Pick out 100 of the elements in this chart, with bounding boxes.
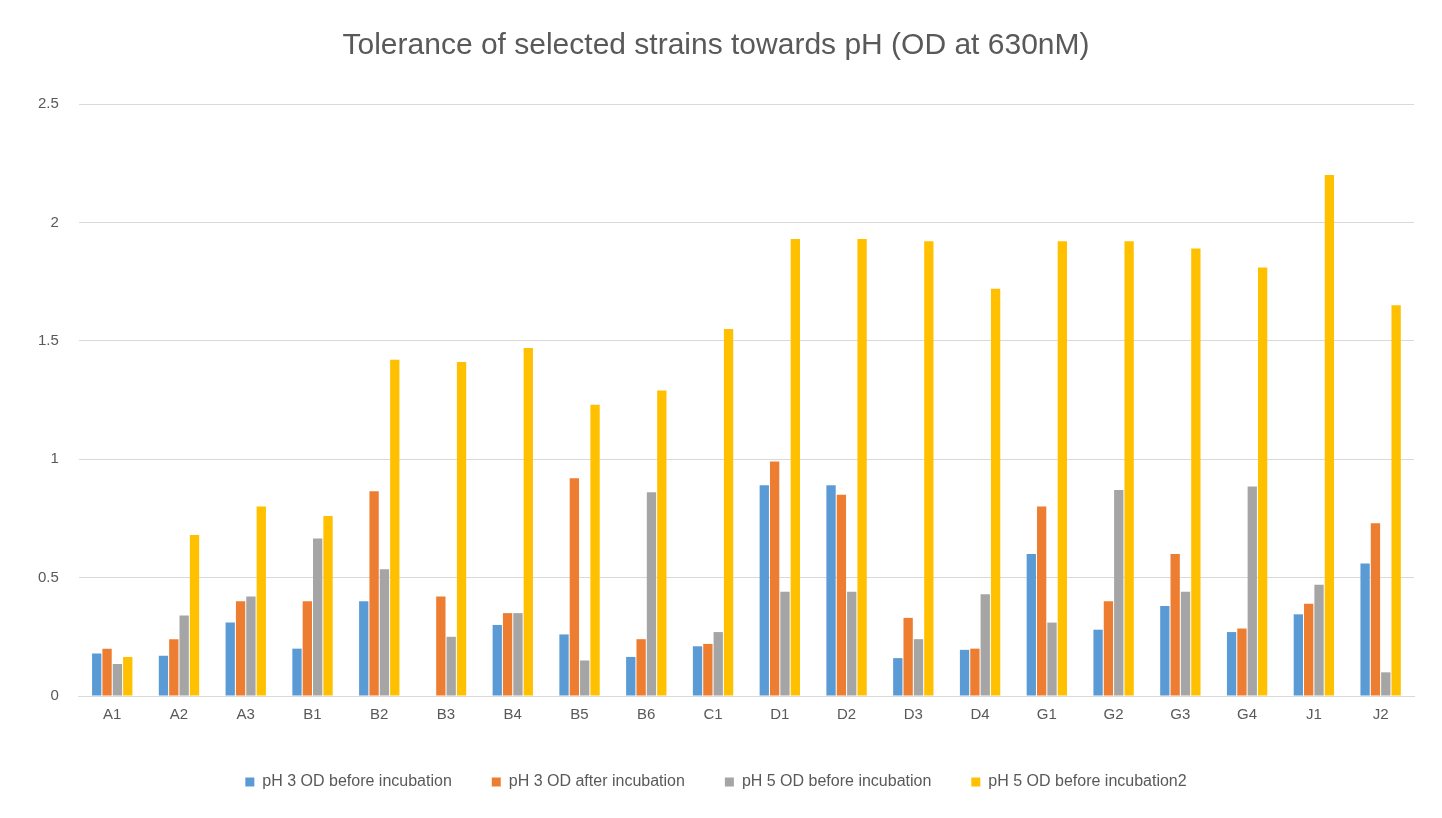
bar xyxy=(235,601,246,696)
bar xyxy=(112,664,123,696)
x-tick-label: A2 xyxy=(169,705,189,723)
x-tick-label: G1 xyxy=(1036,705,1057,723)
bar xyxy=(769,461,780,696)
bar xyxy=(390,359,400,696)
x-tick-label: G3 xyxy=(1170,705,1191,723)
bar xyxy=(513,613,523,696)
x-tick-label: A3 xyxy=(236,705,255,723)
bar xyxy=(502,613,513,696)
bar xyxy=(780,591,790,696)
x-tick-label: G4 xyxy=(1237,705,1258,723)
x-tick-label: B6 xyxy=(637,705,656,723)
bar xyxy=(1237,628,1247,696)
bar xyxy=(1037,506,1047,696)
bar xyxy=(657,390,667,696)
bar xyxy=(703,643,713,696)
bar xyxy=(790,238,800,696)
bar xyxy=(1057,241,1068,696)
bar xyxy=(913,639,924,696)
bar xyxy=(847,591,857,696)
bar xyxy=(1324,175,1335,696)
bar xyxy=(1360,563,1370,696)
bar xyxy=(626,656,636,696)
x-tick-label: G2 xyxy=(1103,705,1124,723)
bar xyxy=(980,594,990,696)
bar xyxy=(1247,486,1257,696)
bar xyxy=(1314,584,1324,696)
x-tick-label: J2 xyxy=(1372,705,1389,723)
y-tick-label: 0.5 xyxy=(37,567,59,585)
bar xyxy=(580,660,590,696)
bar xyxy=(1103,601,1114,696)
x-tick-label: D4 xyxy=(970,705,990,723)
x-tick-label: B2 xyxy=(370,705,389,723)
bar xyxy=(713,632,723,696)
bar xyxy=(1370,523,1381,696)
bar xyxy=(1293,614,1303,696)
y-tick-label: 1 xyxy=(50,449,59,467)
bar xyxy=(836,494,847,696)
y-tick-label: 0 xyxy=(50,686,59,704)
bar xyxy=(857,238,867,696)
x-tick-label: D2 xyxy=(836,705,857,723)
bar xyxy=(636,639,646,696)
legend-label: pH 5 OD before incubation xyxy=(741,772,932,790)
bar xyxy=(959,649,970,696)
bar xyxy=(990,288,1001,696)
bar xyxy=(169,639,179,696)
bar xyxy=(446,636,456,696)
x-tick-label: C1 xyxy=(703,705,723,723)
bar xyxy=(903,617,913,696)
y-tick-label: 1.5 xyxy=(37,330,59,348)
bar xyxy=(1160,606,1170,696)
chart-title: Tolerance of selected strains towards pH (OD at 630nM) xyxy=(342,27,1090,61)
legend-label: pH 3 OD after incubation xyxy=(508,772,685,790)
bar xyxy=(256,506,266,696)
legend-label: pH 3 OD before incubation xyxy=(262,772,452,790)
x-tick-label: B1 xyxy=(303,705,322,723)
bar xyxy=(1026,553,1036,696)
bar xyxy=(759,485,769,696)
y-tick-label: 2.5 xyxy=(37,94,59,112)
x-tick-label: J1 xyxy=(1305,705,1322,723)
bar xyxy=(646,492,657,696)
bar xyxy=(369,491,379,696)
x-tick-label: D3 xyxy=(903,705,923,723)
x-tick-label: B3 xyxy=(436,705,456,723)
bar xyxy=(1191,248,1201,696)
bar xyxy=(590,404,600,696)
bar xyxy=(569,478,580,696)
bar xyxy=(1180,591,1191,696)
bar xyxy=(1124,241,1134,696)
x-tick-label: B5 xyxy=(570,705,589,723)
bar xyxy=(826,485,836,696)
bar xyxy=(302,601,312,696)
bar xyxy=(559,634,569,696)
x-tick-label: D1 xyxy=(770,705,790,723)
bar xyxy=(1114,489,1124,696)
bar xyxy=(313,538,323,696)
bar xyxy=(492,624,502,696)
bar xyxy=(179,615,189,696)
bar xyxy=(523,347,533,696)
bar xyxy=(924,241,934,696)
bar xyxy=(1257,267,1268,696)
bar xyxy=(292,648,302,696)
bar xyxy=(246,596,256,696)
bar xyxy=(456,362,467,696)
bar xyxy=(436,596,446,696)
bar xyxy=(1093,629,1103,696)
bar xyxy=(102,648,112,696)
legend-label: pH 5 OD before incubation2 xyxy=(988,772,1187,790)
bar xyxy=(1047,622,1057,696)
bar xyxy=(893,658,903,696)
bar xyxy=(1304,603,1314,696)
bar xyxy=(1226,632,1237,696)
x-tick-label: B4 xyxy=(503,705,522,723)
y-tick-label: 2 xyxy=(50,212,59,230)
bar xyxy=(92,653,102,696)
bar xyxy=(970,648,980,696)
bar xyxy=(123,656,133,696)
x-tick-label: A1 xyxy=(103,705,122,723)
bar xyxy=(359,601,369,696)
